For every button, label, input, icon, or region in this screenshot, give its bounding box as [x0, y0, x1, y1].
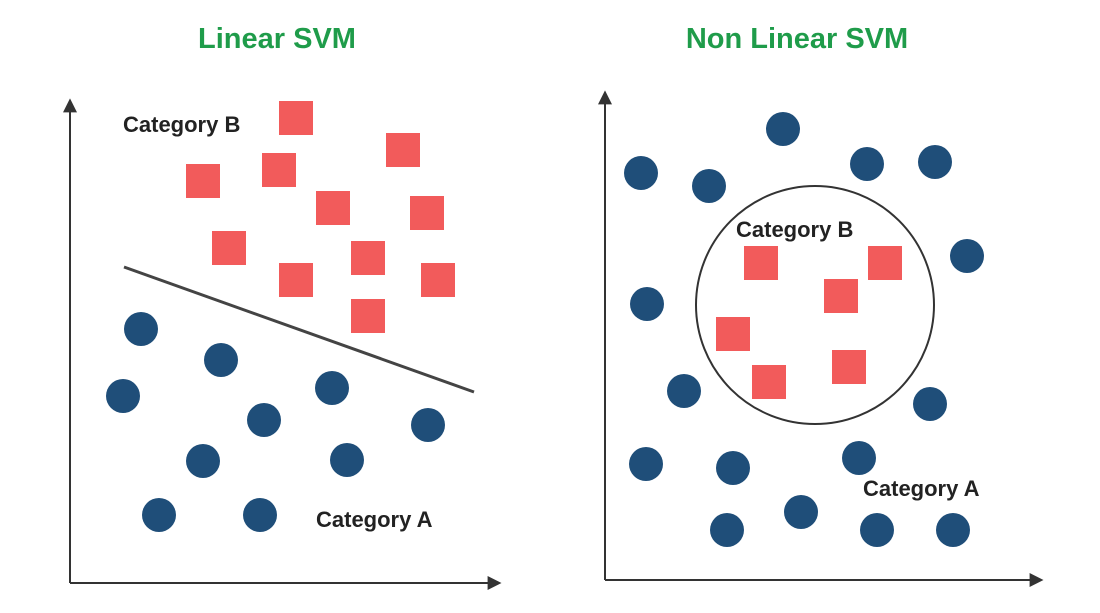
- nonlinear-category-b-square-3: [824, 279, 858, 313]
- nonlinear-category-a-circle-10: [629, 447, 663, 481]
- nonlinear-category-a-circle-9: [913, 387, 947, 421]
- linear-category-a-circle-8: [330, 443, 364, 477]
- linear-category-b-square-4: [262, 153, 296, 187]
- nonlinear-svm-panel: Non Linear SVM Category B Category A: [598, 23, 1044, 587]
- nonlinear-category-a-circle-1: [766, 112, 800, 146]
- linear-category-b-square-2: [386, 133, 420, 167]
- linear-category-b-square-7: [212, 231, 246, 265]
- nonlinear-category-b-points: [716, 246, 902, 399]
- nonlinear-category-a-circle-2: [624, 156, 658, 190]
- nonlinear-category-b-square-1: [744, 246, 778, 280]
- linear-category-a-label: Category A: [316, 507, 433, 532]
- linear-category-a-circle-3: [106, 379, 140, 413]
- nonlinear-category-b-label: Category B: [736, 217, 853, 242]
- linear-category-a-circle-1: [124, 312, 158, 346]
- linear-category-b-square-6: [410, 196, 444, 230]
- linear-category-a-circle-10: [243, 498, 277, 532]
- linear-category-b-square-10: [421, 263, 455, 297]
- linear-category-b-points: [186, 101, 455, 333]
- linear-category-b-square-8: [351, 241, 385, 275]
- nonlinear-decision-boundary: [695, 185, 935, 425]
- linear-category-a-circle-5: [247, 403, 281, 437]
- nonlinear-category-b-square-4: [716, 317, 750, 351]
- linear-svm-panel: Linear SVM Category B Category A: [63, 23, 502, 590]
- nonlinear-category-b-square-2: [868, 246, 902, 280]
- linear-category-b-square-11: [351, 299, 385, 333]
- nonlinear-category-a-circle-12: [842, 441, 876, 475]
- linear-category-b-square-3: [186, 164, 220, 198]
- linear-category-a-circle-4: [315, 371, 349, 405]
- linear-category-a-circle-7: [186, 444, 220, 478]
- linear-category-b-square-9: [279, 263, 313, 297]
- nonlinear-category-a-circle-6: [950, 239, 984, 273]
- nonlinear-category-a-circle-11: [716, 451, 750, 485]
- nonlinear-svm-title: Non Linear SVM: [686, 23, 908, 55]
- nonlinear-category-a-circle-5: [918, 145, 952, 179]
- nonlinear-category-a-circle-13: [784, 495, 818, 529]
- linear-category-b-square-5: [316, 191, 350, 225]
- nonlinear-category-a-circle-8: [667, 374, 701, 408]
- linear-svm-title: Linear SVM: [198, 23, 356, 55]
- linear-decision-boundary: [123, 265, 475, 394]
- nonlinear-category-a-circle-4: [850, 147, 884, 181]
- linear-category-a-circle-6: [411, 408, 445, 442]
- nonlinear-category-a-circle-7: [630, 287, 664, 321]
- nonlinear-category-a-circle-14: [710, 513, 744, 547]
- linear-category-a-circle-2: [204, 343, 238, 377]
- nonlinear-category-a-circle-16: [936, 513, 970, 547]
- linear-category-b-label: Category B: [123, 112, 240, 137]
- nonlinear-category-a-label: Category A: [863, 476, 980, 501]
- nonlinear-category-a-circle-15: [860, 513, 894, 547]
- linear-category-a-circle-9: [142, 498, 176, 532]
- nonlinear-category-b-square-5: [832, 350, 866, 384]
- nonlinear-category-a-points: [624, 112, 984, 547]
- linear-category-a-points: [106, 312, 445, 532]
- nonlinear-category-a-circle-3: [692, 169, 726, 203]
- linear-category-b-square-1: [279, 101, 313, 135]
- nonlinear-category-b-square-6: [752, 365, 786, 399]
